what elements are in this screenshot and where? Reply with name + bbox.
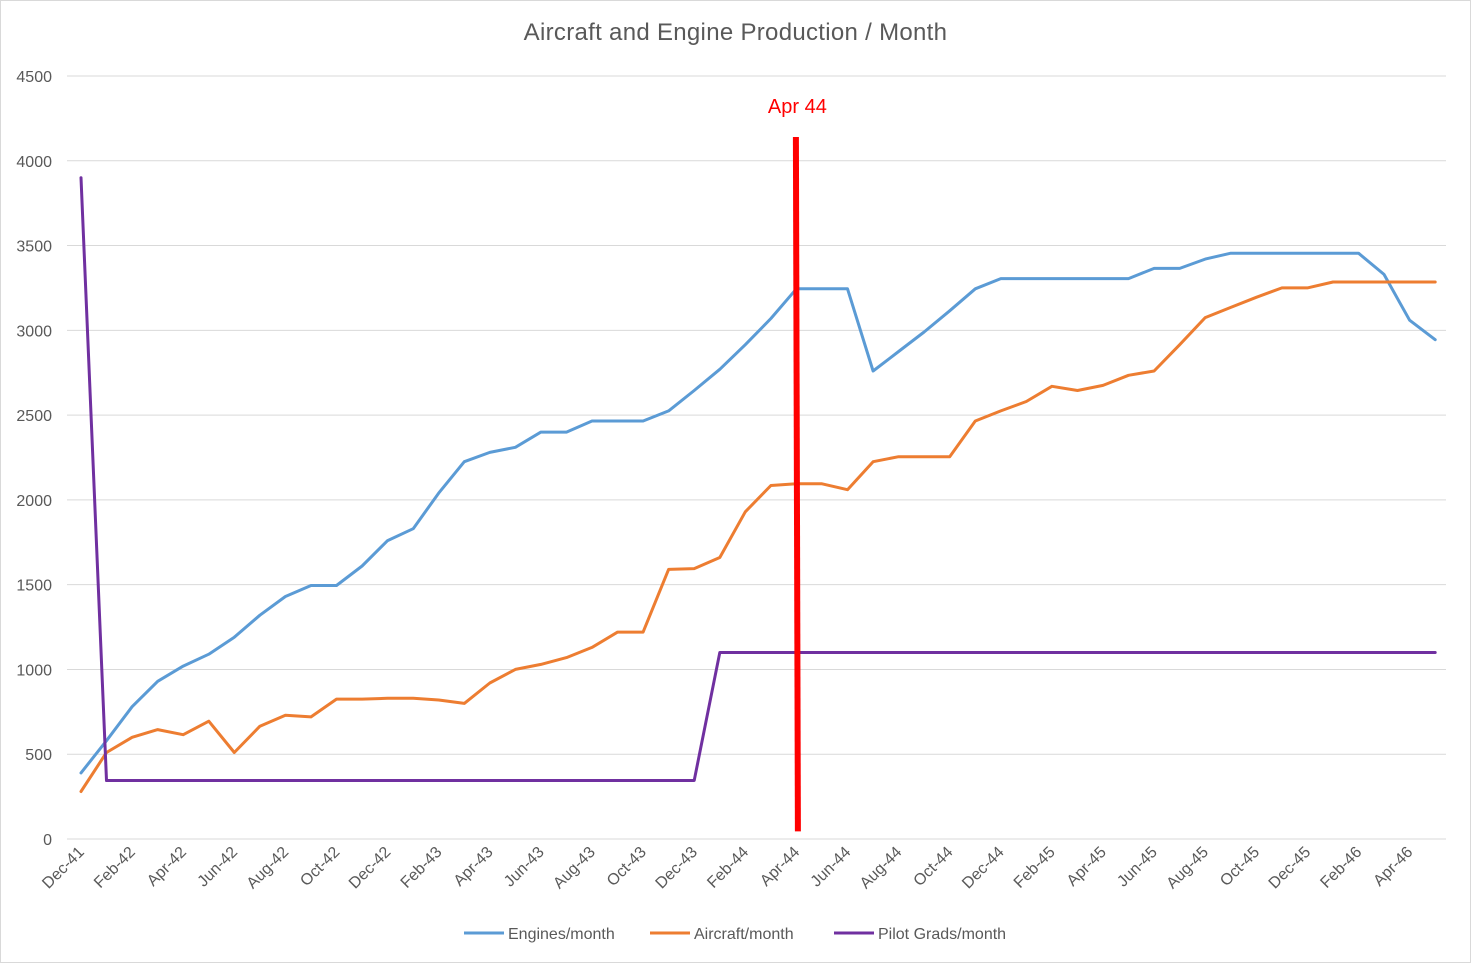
y-tick-label: 3000	[16, 323, 52, 340]
y-tick-label: 4500	[16, 69, 52, 86]
x-tick-label: Oct-45	[1217, 844, 1263, 890]
x-tick-label: Feb-44	[704, 844, 752, 892]
legend-label: Pilot Grads/month	[878, 926, 1006, 943]
x-tick-label: Oct-43	[604, 844, 650, 890]
series-line-2	[79, 176, 1437, 782]
x-tick-label: Aug-42	[244, 844, 293, 893]
y-tick-label: 2000	[16, 493, 52, 510]
x-tick-label: Aug-45	[1164, 844, 1213, 893]
x-tick-label: Oct-42	[297, 844, 343, 890]
y-tick-label: 0	[43, 832, 52, 849]
y-tick-label: 4000	[16, 154, 52, 171]
y-tick-label: 1000	[16, 662, 52, 679]
x-tick-label: Apr-44	[757, 844, 803, 890]
series-lines	[79, 176, 1437, 793]
gridlines	[67, 75, 1446, 840]
chart-title: Aircraft and Engine Production / Month	[523, 19, 948, 46]
annotations: Apr 44	[768, 96, 827, 832]
series-line-0	[79, 251, 1437, 775]
x-tick-label: Jun-43	[501, 844, 548, 891]
x-tick-label: Jun-42	[195, 844, 242, 891]
x-tick-label: Dec-44	[959, 844, 1008, 893]
legend: Engines/month Aircraft/month Pilot Grads/m…	[464, 926, 1006, 943]
x-tick-label: Apr-46	[1370, 844, 1416, 890]
x-tick-label: Dec-42	[346, 844, 395, 893]
x-tick-label: Feb-43	[398, 844, 446, 892]
y-axis-ticks: 0 500 1000 1500 2000 2500 3000 3500 4000 4500	[16, 69, 52, 849]
y-tick-label: 500	[25, 747, 52, 764]
x-tick-label: Jun-44	[808, 844, 855, 891]
series-line-1	[79, 280, 1437, 793]
x-tick-label: Feb-42	[91, 844, 139, 892]
x-axis-ticks: Dec-41 Feb-42 Apr-42 Jun-42 Aug-42 Oct-42 Dec-…	[39, 844, 1416, 893]
x-tick-label: Feb-46	[1317, 844, 1365, 892]
x-tick-label: Dec-43	[653, 844, 702, 893]
x-tick-label: Oct-44	[911, 844, 957, 890]
x-tick-label: Aug-43	[550, 844, 599, 893]
y-tick-label: 3500	[16, 239, 52, 256]
y-tick-label: 1500	[16, 578, 52, 595]
x-tick-label: Apr-43	[451, 844, 497, 890]
x-tick-label: Feb-45	[1011, 844, 1059, 892]
x-tick-label: Dec-45	[1266, 844, 1315, 893]
x-tick-label: Apr-45	[1064, 844, 1110, 890]
x-tick-label: Dec-41	[39, 844, 88, 893]
y-tick-label: 2500	[16, 408, 52, 425]
x-tick-label: Aug-44	[857, 844, 906, 893]
x-tick-label: Apr-42	[144, 844, 190, 890]
legend-label: Engines/month	[508, 926, 615, 943]
x-tick-label: Jun-45	[1114, 844, 1161, 891]
marker-line	[792, 137, 801, 832]
marker-label: Apr 44	[768, 96, 827, 118]
legend-label: Aircraft/month	[694, 926, 794, 943]
